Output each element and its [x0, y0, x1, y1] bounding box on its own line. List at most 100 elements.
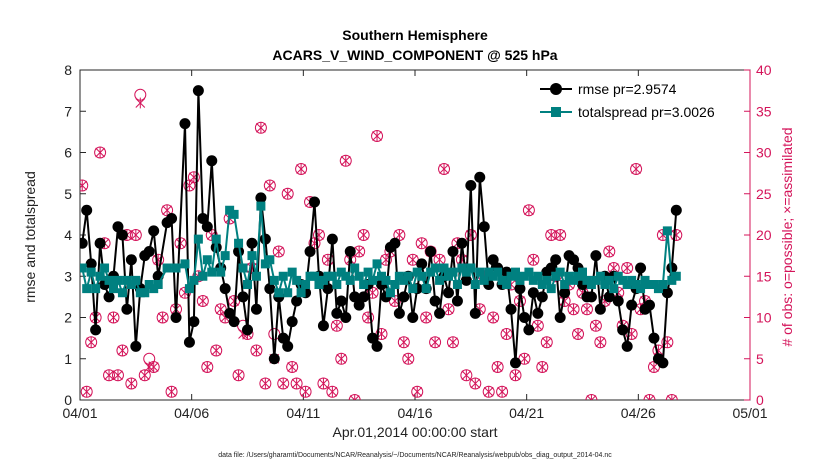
rmse-point-30 — [219, 283, 231, 295]
possible-obs-point-6 — [103, 369, 116, 382]
totalspread-point-102 — [546, 284, 556, 294]
possible-obs-point-111 — [572, 328, 585, 340]
assimilated-obs-point-9 — [117, 345, 128, 356]
assimilated-obs-point-20 — [166, 386, 177, 398]
assimilated-obs-point-95 — [501, 328, 512, 340]
totalspread-point-49 — [310, 271, 319, 281]
rmse-point-94 — [505, 303, 517, 315]
rmse-point-46 — [291, 295, 303, 307]
rmse-point-95 — [510, 357, 521, 369]
y-left-tick-label-1: 1 — [64, 351, 72, 367]
assimilated-obs-point-34 — [229, 295, 239, 307]
totalspread-point-32 — [234, 238, 244, 248]
assimilated-obs-point-49 — [296, 163, 306, 175]
possible-obs-point-73 — [402, 352, 415, 365]
assimilated-obs-point-92 — [488, 312, 499, 323]
rmse-point-119 — [617, 324, 629, 336]
possible-obs-point-27 — [196, 295, 209, 307]
rmse-point-86 — [469, 307, 481, 319]
totalspread-point-45 — [292, 275, 302, 285]
totalspread-point-76 — [430, 263, 440, 273]
possible-obs-point-30 — [210, 344, 223, 357]
totalspread-point-63 — [372, 259, 382, 269]
possible-obs-point-87 — [464, 229, 477, 241]
totalspread-point-29 — [220, 251, 230, 261]
rmse-point-125 — [644, 299, 655, 311]
totalspread-point-101 — [542, 275, 552, 285]
assimilated-obs-point-76 — [416, 237, 427, 249]
assimilated-obs-point-124 — [631, 163, 641, 175]
rmse-point-9 — [116, 229, 128, 241]
assimilated-obs-point-101 — [528, 254, 539, 266]
rmse-point-68 — [389, 237, 401, 249]
possible-obs-point-59 — [339, 154, 352, 167]
totalspread-point-116 — [609, 284, 619, 294]
rmse-point-61 — [358, 291, 370, 303]
possible-obs-point-46 — [281, 187, 294, 200]
rmse-point-16 — [148, 225, 160, 237]
rmse-point-100 — [532, 307, 544, 319]
rmse-point-1 — [81, 204, 93, 216]
x-tick-label-4: 04/21 — [509, 405, 544, 421]
totalspread-point-78 — [439, 263, 449, 273]
possible-obs-point-39 — [250, 344, 263, 357]
possible-obs-point-28 — [201, 361, 214, 373]
assimilated-obs-point-99 — [519, 353, 530, 365]
assimilated-obs-point-15 — [144, 361, 155, 373]
assimilated-obs-point-73 — [403, 353, 414, 365]
x-tick-label-1: 04/06 — [174, 405, 209, 421]
assimilated-obs-point-77 — [421, 312, 432, 323]
rmse-point-3 — [90, 324, 102, 336]
x-tick-label-6: 05/01 — [732, 405, 767, 421]
possible-obs-point-91 — [482, 385, 495, 398]
possible-obs-point-58 — [335, 352, 348, 365]
assimilated-obs-point-16 — [148, 361, 159, 373]
rmse-point-55 — [331, 307, 343, 319]
possible-obs-point-53 — [312, 229, 325, 241]
y-right-tick-label-5: 25 — [756, 186, 772, 202]
possible-obs-point-54 — [317, 377, 330, 390]
rmse-point-77 — [429, 295, 441, 307]
possible-obs-point-72 — [397, 336, 410, 349]
rmse-point-6 — [103, 291, 115, 303]
assimilated-obs-point-7 — [108, 312, 119, 323]
totalspread-point-7 — [109, 284, 118, 294]
y-right-tick-label-8: 40 — [756, 62, 772, 78]
rmse-point-40 — [264, 283, 276, 295]
totalspread-point-12 — [131, 275, 141, 285]
y-right-tick-label-7: 35 — [756, 103, 772, 119]
totalspread-point-43 — [283, 288, 293, 298]
totalspread-point-4 — [95, 271, 105, 281]
x-tick-label-5: 04/26 — [621, 405, 656, 421]
possible-obs-point-9 — [116, 344, 129, 357]
y-axis-label-left: rmse and totalspread — [22, 171, 38, 303]
totalspread-point-44 — [287, 267, 297, 277]
totalspread-point-73 — [417, 271, 427, 281]
assimilated-obs-point-13 — [135, 97, 146, 109]
possible-obs-point-12 — [129, 229, 142, 241]
rmse-point-123 — [635, 262, 647, 274]
y-left-tick-label-2: 2 — [64, 310, 72, 326]
rmse-point-43 — [277, 332, 289, 344]
rmse-point-26 — [201, 221, 213, 233]
y-right-tick-label-4: 20 — [756, 227, 772, 243]
assimilated-obs-point-102 — [532, 320, 543, 332]
possible-obs-point-49 — [295, 163, 308, 175]
rmse-point-118 — [612, 295, 624, 307]
rmse-point-34 — [237, 291, 249, 303]
assimilated-obs-point-132 — [666, 394, 677, 400]
totalspread-point-109 — [578, 267, 587, 277]
assimilated-obs-point-114 — [586, 394, 597, 400]
x-axis-label: Apr.01,2014 00:00:00 start — [332, 424, 497, 440]
possible-obs-point-7 — [107, 311, 120, 324]
totalspread-point-3 — [91, 284, 101, 294]
rmse-point-38 — [255, 192, 267, 204]
rmse-point-21 — [179, 118, 191, 130]
assimilated-obs-point-111 — [573, 328, 583, 340]
rmse-point-12 — [130, 340, 142, 352]
assimilated-obs-point-113 — [582, 303, 592, 315]
rmse-point-78 — [434, 307, 446, 319]
totalspread-point-66 — [385, 288, 395, 298]
rmse-point-32 — [228, 316, 240, 328]
totalspread-point-92 — [502, 280, 512, 289]
